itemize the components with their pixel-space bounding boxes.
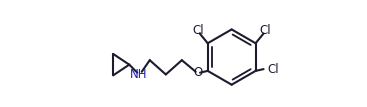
Text: Cl: Cl — [267, 63, 279, 76]
Text: Cl: Cl — [192, 24, 204, 37]
Text: Cl: Cl — [259, 24, 271, 37]
Text: O: O — [193, 66, 203, 79]
Text: NH: NH — [130, 68, 148, 81]
